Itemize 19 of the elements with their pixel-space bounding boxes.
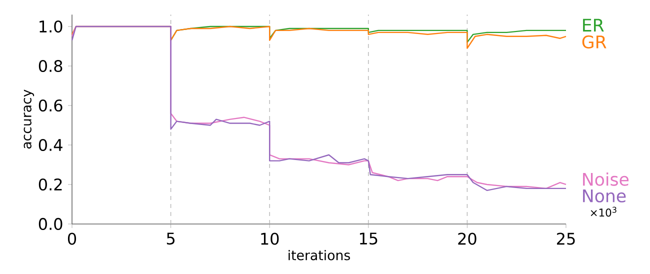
x-tick-label: 5	[166, 232, 174, 245]
series-label: None	[583, 190, 626, 202]
x-tick-label: 20	[458, 232, 476, 245]
y-tick-label: 1.0	[40, 20, 62, 33]
x-tick-label: 25	[556, 232, 575, 245]
series-label: GR	[582, 35, 606, 48]
y-tick-label: 0.0	[38, 218, 62, 230]
y-tick-label: 0.8	[38, 60, 62, 72]
x-tick-label: 15	[360, 232, 378, 245]
series-label: Noise	[583, 172, 629, 186]
y-tick-label: 0.2	[38, 178, 62, 191]
x-tick-label: 0	[68, 232, 76, 245]
y-tick-label: 0.6	[38, 99, 62, 112]
x-tick-label: 10	[261, 232, 279, 245]
series-label: ER	[583, 18, 604, 32]
y-tick-label: 0.4	[38, 138, 62, 152]
x-axis-title: iterations	[288, 250, 350, 260]
text: ×10$^{3}$	[590, 206, 616, 217]
y-axis-title: accuracy	[24, 90, 34, 149]
